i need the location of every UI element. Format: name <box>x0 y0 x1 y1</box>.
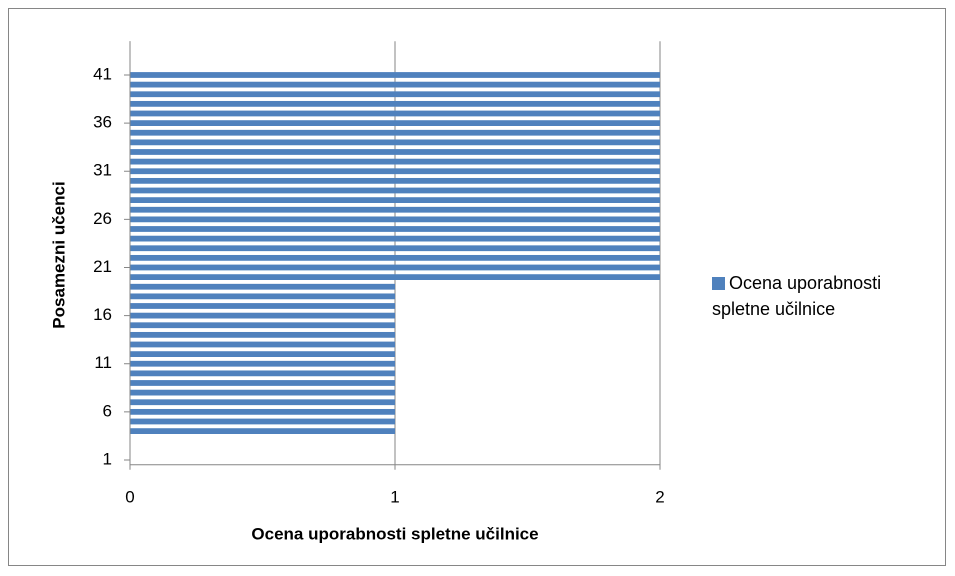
y-tick-label: 16 <box>93 305 112 324</box>
bar <box>130 264 660 271</box>
bar <box>130 360 395 367</box>
legend-swatch <box>712 277 725 290</box>
bar <box>130 129 660 136</box>
y-axis-title: Posamezni učenci <box>49 181 68 328</box>
bar <box>130 322 395 329</box>
bar <box>130 245 660 252</box>
bar <box>130 303 395 309</box>
y-tick-label: 36 <box>93 113 112 132</box>
y-tick-label: 41 <box>93 64 112 83</box>
bar <box>130 158 660 165</box>
bar <box>130 283 395 290</box>
y-tick-label: 31 <box>93 161 112 180</box>
bar <box>130 389 395 396</box>
bar <box>130 149 660 155</box>
bar <box>130 120 660 126</box>
bar <box>130 380 395 386</box>
bar <box>130 341 395 348</box>
bar <box>130 197 660 203</box>
bar <box>130 139 660 146</box>
x-tick-label: 1 <box>390 487 399 506</box>
bar <box>130 254 660 261</box>
bar <box>130 216 660 223</box>
y-tick-label: 11 <box>94 353 112 372</box>
legend-label: Ocena uporabnosti spletne učilnice <box>712 273 882 319</box>
bar <box>130 428 395 434</box>
bar <box>130 312 395 319</box>
bar <box>130 399 395 406</box>
y-tick-label: 6 <box>103 401 112 420</box>
y-tick-label: 26 <box>93 209 112 228</box>
bar <box>130 100 660 107</box>
x-tick-label: 2 <box>655 487 664 506</box>
bar <box>130 110 660 117</box>
legend-item: Ocena uporabnosti spletne učilnice <box>712 270 942 322</box>
bar <box>130 370 395 377</box>
bar <box>130 168 660 175</box>
bar <box>130 206 660 213</box>
bar <box>130 235 660 242</box>
bar <box>130 293 395 300</box>
bar <box>130 72 660 78</box>
bar <box>130 418 395 425</box>
legend: Ocena uporabnosti spletne učilnice <box>712 270 942 322</box>
bar <box>130 408 395 415</box>
x-tick-label: 0 <box>125 487 134 506</box>
bar <box>130 187 660 194</box>
bar <box>130 226 660 232</box>
bar <box>130 81 660 88</box>
bar <box>130 91 660 98</box>
y-tick-label: 21 <box>93 257 112 276</box>
x-axis-title: Ocena uporabnosti spletne učilnice <box>251 524 538 543</box>
y-tick-label: 1 <box>103 449 112 468</box>
bar <box>130 177 660 184</box>
bar <box>130 274 660 280</box>
bar <box>130 351 395 357</box>
bar <box>130 331 395 338</box>
